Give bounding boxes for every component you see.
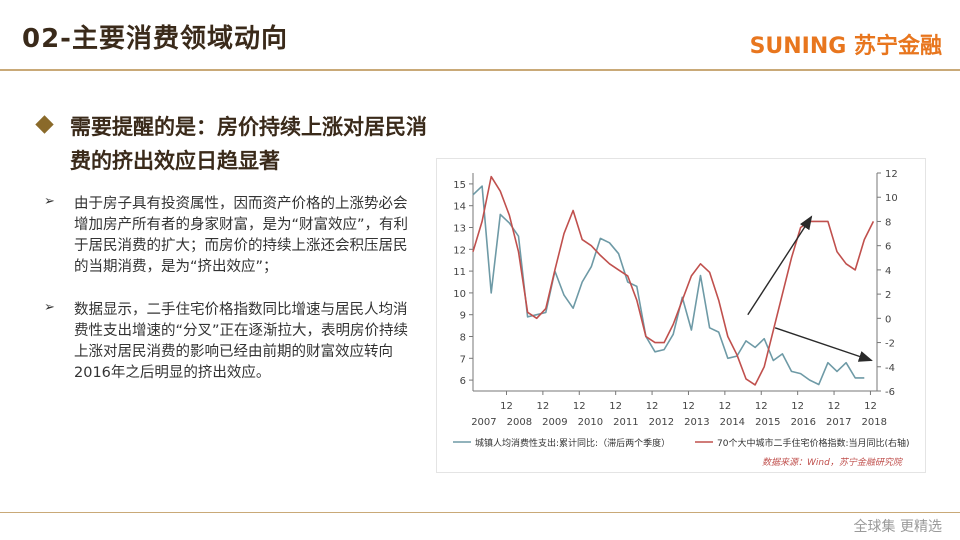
y-right-tick-label: 4 <box>885 266 891 277</box>
arrow-bullet-icon: ➢ <box>44 194 55 209</box>
legend-label-consumption: 城镇人均消费性支出:累计同比:（滞后两个季度） <box>475 437 670 449</box>
y-left-tick-label: 8 <box>460 333 466 344</box>
x-tick-label-year: 2017 <box>826 417 851 428</box>
x-tick-label-month: 12 <box>864 401 877 412</box>
y-left-tick-label: 6 <box>460 376 466 387</box>
x-tick-label-year: 2016 <box>791 417 816 428</box>
x-tick-label-month: 12 <box>646 401 659 412</box>
footer-divider <box>0 512 960 513</box>
x-tick-label-month: 12 <box>682 401 695 412</box>
x-tick-label-month: 12 <box>537 401 550 412</box>
x-tick-label-year: 2013 <box>684 417 709 428</box>
chart-panel: 15 14 13 12 11 10 9 8 7 6 12 10 8 6 4 2 0 -2 -4 -6 12 12 12 12 1… <box>436 158 926 473</box>
legend-label-housing-price: 70个大中城市二手住宅价格指数:当月同比(右轴) <box>717 437 910 449</box>
y-left-tick-label: 10 <box>453 289 466 300</box>
trend-arrow-down <box>774 327 873 362</box>
header-divider <box>0 69 960 71</box>
arrow-bullet-icon: ➢ <box>44 300 55 315</box>
x-tick-label-year: 2015 <box>755 417 780 428</box>
y-left-tick-label: 15 <box>453 180 466 191</box>
y-right-tick-label: 10 <box>885 193 898 204</box>
y-left-tick-label: 13 <box>453 224 466 235</box>
y-right-tick-label: -6 <box>885 387 895 398</box>
x-tick-label-month: 12 <box>718 401 731 412</box>
y-right-tick-label: -4 <box>885 363 895 374</box>
y-right-tick-label: 8 <box>885 217 891 228</box>
diamond-bullet-icon <box>35 115 54 134</box>
headline-text: 需要提醒的是：房价持续上涨对居民消费的挤出效应日趋显著 <box>70 115 427 173</box>
suning-logo: SUNING 苏宁金融 <box>749 34 942 59</box>
x-tick-label-month: 12 <box>609 401 622 412</box>
y-left-tick-label: 14 <box>453 202 466 213</box>
y-right-tick-label: 2 <box>885 290 891 301</box>
y-left-tick-label: 9 <box>460 311 466 322</box>
bullet-text: 由于房子具有投资属性，因而资产价格的上涨势必会增加房产所有者的身家财富，是为“财… <box>74 196 409 275</box>
x-tick-label-year: 2011 <box>613 417 638 428</box>
x-tick-label-month: 12 <box>755 401 768 412</box>
x-tick-label-year: 2008 <box>507 417 532 428</box>
x-tick-label-year: 2007 <box>471 417 496 428</box>
bullet-text: 数据显示，二手住宅价格指数同比增速与居民人均消费性支出增速的“分叉”正在逐渐拉大… <box>74 302 409 381</box>
footer-slogan: 全球集 更精选 <box>853 519 942 535</box>
x-tick-label-year: 2012 <box>649 417 674 428</box>
chart-source-note: 数据来源：Wind，苏宁金融研究院 <box>762 457 904 468</box>
x-tick-label-year: 2010 <box>578 417 603 428</box>
series-line-housing-price <box>472 175 875 386</box>
x-tick-label-month: 12 <box>828 401 841 412</box>
trend-arrow-up <box>747 215 813 316</box>
series-line-consumption <box>472 185 865 386</box>
y-right-tick-label: 0 <box>885 314 891 325</box>
x-tick-label-month: 12 <box>500 401 513 412</box>
y-left-tick-label: 12 <box>453 245 466 256</box>
y-right-tick-label: 12 <box>885 169 898 180</box>
line-chart: 15 14 13 12 11 10 9 8 7 6 12 10 8 6 4 2 0 -2 -4 -6 12 12 12 12 1… <box>453 169 910 468</box>
page-title: 02-主要消费领域动向 <box>22 24 288 54</box>
y-right-tick-label: 6 <box>885 242 891 253</box>
header: 02-主要消费领域动向 SUNING 苏宁金融 <box>0 0 960 72</box>
y-left-tick-label: 7 <box>460 354 466 365</box>
y-left-tick-label: 11 <box>453 267 466 278</box>
x-tick-label-year: 2014 <box>720 417 745 428</box>
x-tick-label-month: 12 <box>573 401 586 412</box>
x-tick-label-year: 2009 <box>542 417 567 428</box>
y-right-tick-label: -2 <box>885 339 895 350</box>
x-tick-label-year: 2018 <box>862 417 887 428</box>
x-tick-label-month: 12 <box>791 401 804 412</box>
